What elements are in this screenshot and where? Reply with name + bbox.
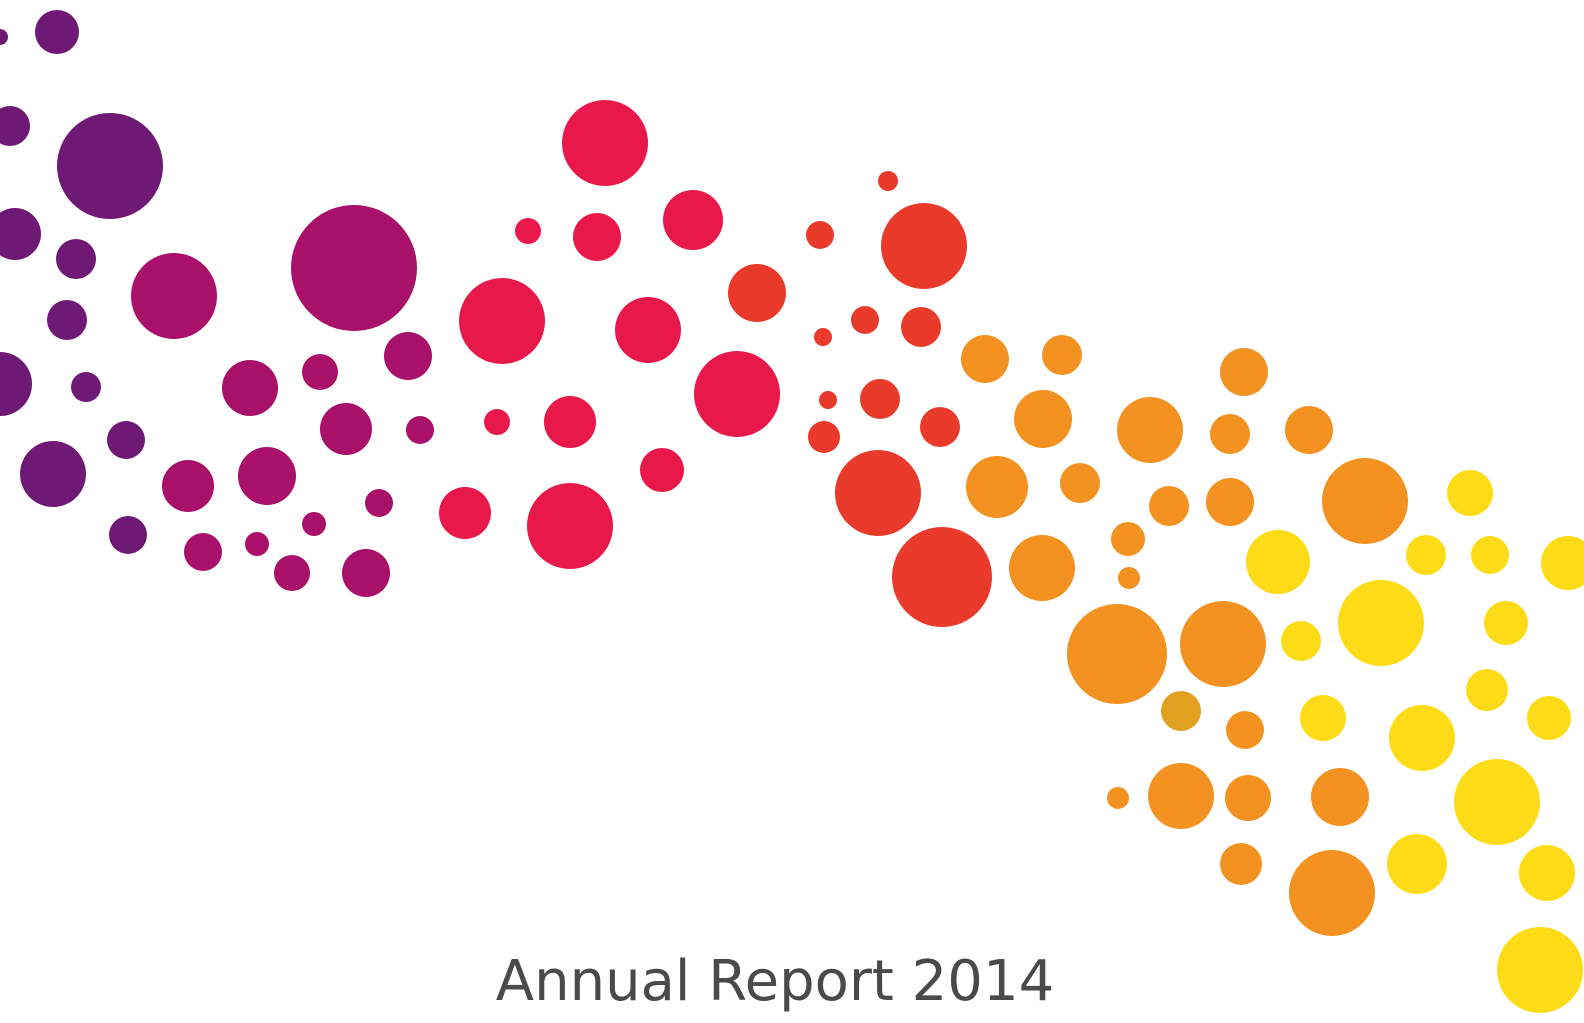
- body: Annual Report 2014 (() => { const data =…: [0, 0, 1584, 1023]
- cover: Annual Report 2014: [0, 0, 1584, 1023]
- cover-title: Annual Report 2014: [496, 949, 1054, 1014]
- page: Cover {"cover": {"title": "Annual Report…: [0, 0, 1584, 1023]
- dot-pattern: [0, 10, 1584, 1013]
